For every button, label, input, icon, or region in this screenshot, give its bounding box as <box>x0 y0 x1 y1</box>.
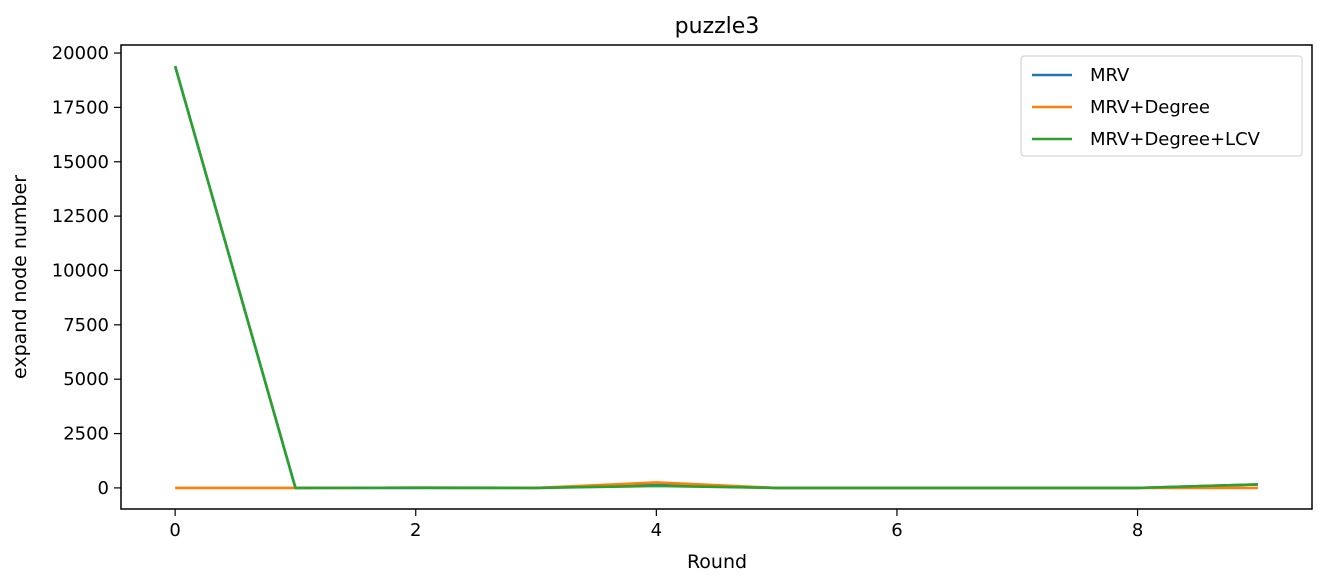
y-tick-label: 10000 <box>52 260 109 281</box>
legend: MRV MRV+Degree MRV+Degree+LCV <box>1020 55 1303 157</box>
x-axis: 0 2 4 6 8 <box>169 509 1143 541</box>
x-tick-label: 4 <box>651 520 662 541</box>
legend-label: MRV+Degree <box>1090 97 1210 118</box>
chart-title: puzzle3 <box>675 14 760 39</box>
legend-label: MRV <box>1090 65 1130 86</box>
y-tick-label: 7500 <box>63 315 109 336</box>
series-line-2 <box>173 65 1258 490</box>
plot-frame <box>120 44 1313 510</box>
x-tick-label: 6 <box>891 520 902 541</box>
y-tick-label: 17500 <box>52 97 109 118</box>
legend-label: MRV+Degree+LCV <box>1090 129 1261 150</box>
x-tick-label: 8 <box>1132 520 1143 541</box>
x-tick-label: 2 <box>410 520 421 541</box>
x-tick-label: 0 <box>169 520 180 541</box>
x-axis-label: Round <box>687 551 747 573</box>
legend-box <box>1020 55 1303 157</box>
y-tick-label: 5000 <box>63 369 109 390</box>
series-layer <box>173 65 1258 490</box>
y-axis-label: expand node number <box>9 175 31 379</box>
y-tick-label: 15000 <box>52 152 109 173</box>
y-tick-label: 0 <box>98 478 109 499</box>
y-axis: 0 2500 5000 7500 10000 12500 15000 17500 20000 <box>52 43 121 499</box>
y-tick-label: 20000 <box>52 43 109 64</box>
y-tick-label: 2500 <box>63 424 109 445</box>
y-tick-label: 12500 <box>52 206 109 227</box>
